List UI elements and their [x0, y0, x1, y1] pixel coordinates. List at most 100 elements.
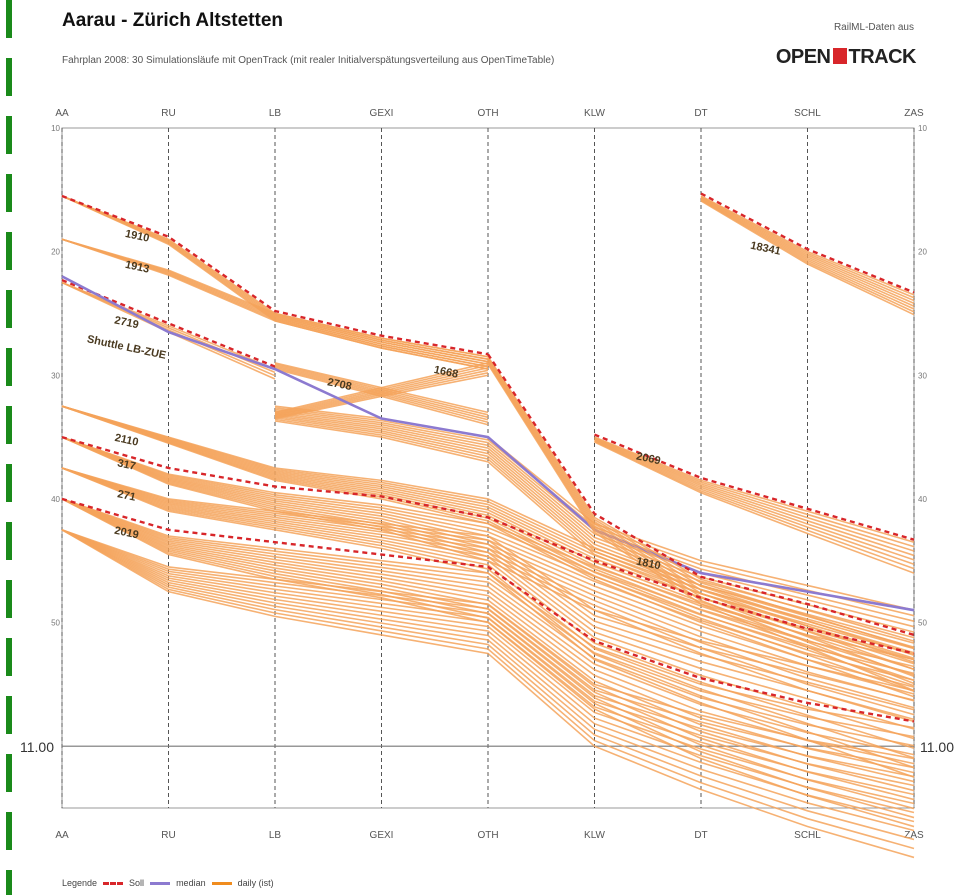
run-line-6	[274, 364, 489, 415]
run-line-18	[61, 467, 915, 740]
run-line-19	[61, 498, 915, 774]
y-tick-label-left: 20	[51, 248, 60, 257]
legend-label-soll: Soll	[129, 878, 145, 888]
y-tick-label-left: 10	[51, 124, 60, 133]
station-label-top-lb: LB	[269, 108, 282, 119]
run-line-11	[594, 438, 915, 557]
run-line-18	[61, 467, 915, 750]
run-line-16	[61, 436, 915, 668]
run-line-18	[61, 467, 915, 711]
run-line-21	[61, 529, 915, 841]
legend-swatch-soll	[103, 881, 124, 885]
run-line-19	[61, 498, 915, 729]
run-line-19	[61, 498, 915, 747]
run-line-15	[61, 405, 915, 660]
soll-line-17	[61, 435, 915, 655]
train-label: 2708	[326, 376, 352, 393]
station-label-bottom-lb: LB	[269, 830, 282, 841]
train-label: 2719	[113, 314, 139, 331]
run-line-11	[594, 437, 915, 548]
run-line-21	[61, 529, 915, 859]
run-line-15	[61, 405, 915, 676]
train-label: 2110	[114, 432, 140, 449]
run-line-19	[61, 498, 915, 756]
y-tick-label-right: 10	[918, 124, 927, 133]
run-line-16	[61, 436, 915, 661]
run-line-13	[700, 195, 915, 296]
run-line-18	[61, 467, 915, 692]
legend-label-median: median	[176, 878, 206, 888]
run-line-15	[61, 405, 915, 649]
run-line-6	[274, 362, 489, 414]
run-line-21	[61, 529, 915, 823]
station-label-bottom-dt: DT	[694, 830, 707, 841]
station-label-top-gexi: GEXI	[370, 108, 394, 119]
run-line-6	[274, 374, 489, 420]
run-line-13	[700, 196, 915, 299]
run-line-11	[594, 440, 915, 570]
station-label-bottom-aa: AA	[55, 830, 69, 841]
run-line-13	[700, 198, 915, 307]
run-line-15	[61, 405, 915, 654]
station-label-bottom-schl: SCHL	[794, 830, 821, 841]
run-line-6	[274, 369, 489, 417]
legend-swatch-median	[150, 881, 171, 885]
left-dashed-border	[6, 0, 12, 895]
logo-text-right: TRACK	[848, 46, 917, 68]
station-label-bottom-zas: ZAS	[904, 830, 924, 841]
y-tick-label-right: 11.00	[920, 739, 954, 755]
y-tick-label-left: 40	[51, 495, 60, 504]
y-tick-label-left: 11.00	[20, 739, 54, 755]
station-label-bottom-ru: RU	[161, 830, 175, 841]
run-line-16	[61, 436, 915, 675]
station-label-top-dt: DT	[694, 108, 707, 119]
chart-subtitle: Fahrplan 2008: 30 Simulationsläufe mit O…	[62, 55, 555, 66]
run-line-21	[61, 529, 915, 769]
run-line-19	[61, 498, 915, 783]
run-line-18	[61, 467, 915, 730]
soll-line-1	[61, 194, 489, 356]
run-line-13	[700, 196, 915, 302]
run-line-18	[61, 467, 915, 769]
train-label: 317	[116, 457, 136, 473]
station-label-top-schl: SCHL	[794, 108, 821, 119]
run-line-2	[61, 238, 489, 370]
train-label: 1810	[635, 556, 661, 573]
y-tick-label-right: 50	[918, 619, 927, 628]
chart-title: Aarau - Zürich Altstetten	[62, 10, 283, 31]
train-label: Shuttle LB-ZUE	[86, 333, 167, 362]
logo-mark-icon	[832, 48, 847, 64]
run-line-18	[61, 467, 915, 701]
train-label: 1910	[124, 228, 150, 245]
y-tick-label-left: 50	[51, 619, 60, 628]
run-line-13	[700, 198, 915, 310]
train-label: 2019	[113, 525, 139, 542]
run-line-11	[594, 436, 915, 543]
run-line-18	[61, 467, 915, 721]
legend-label-daily: daily (ist)	[237, 878, 274, 888]
y-tick-label-left: 30	[51, 371, 60, 380]
run-line-11	[594, 439, 915, 561]
legend-swatch-daily	[211, 881, 232, 885]
run-line-21	[61, 529, 915, 778]
train-label: 1668	[433, 364, 459, 381]
run-line-19	[61, 498, 915, 765]
run-line-15	[61, 405, 915, 665]
run-line-11	[594, 439, 915, 566]
opentrack-logo: OPEN TRACK	[775, 46, 917, 69]
station-label-top-oth: OTH	[477, 108, 498, 119]
soll-line-20	[61, 497, 915, 723]
run-line-18	[61, 467, 915, 759]
station-label-top-klw: KLW	[584, 108, 605, 119]
run-line-21	[61, 529, 915, 850]
run-line-11	[594, 437, 915, 552]
run-line-13	[700, 200, 915, 316]
data-source-label: RailML-Daten aus	[833, 22, 914, 33]
run-line-15	[61, 405, 915, 682]
run-line-21	[61, 529, 915, 787]
train-label: 2069	[635, 450, 661, 467]
logo-text-left: OPEN	[775, 46, 831, 68]
legend-title: Legende	[62, 878, 98, 888]
legend: Legende Soll median daily (ist)	[62, 878, 274, 888]
